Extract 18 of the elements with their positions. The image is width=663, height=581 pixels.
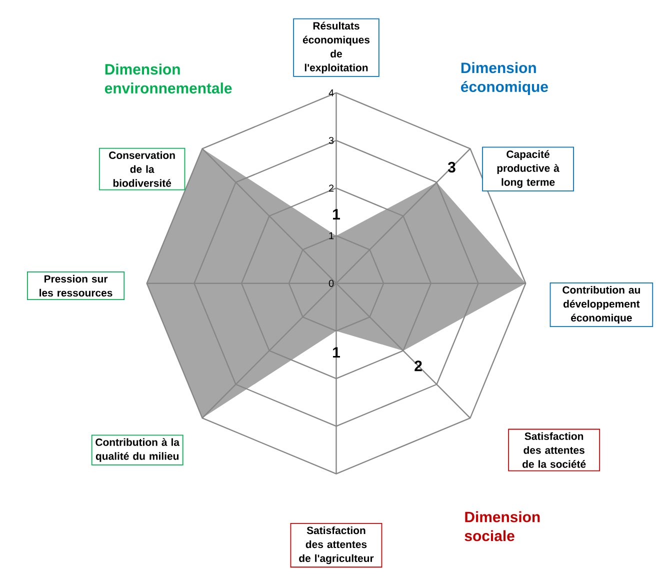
y-tick-label: 3 [328,136,334,144]
spoke-label: Résultats économiques de l'exploitation [302,22,370,74]
spoke-label: Contribution au développement économique [562,286,640,324]
data-label: 2 [414,360,422,372]
text: Dimension économique [461,62,548,95]
spoke-label: Capacité productive à long terme [497,150,560,188]
y-tick-label: 2 [329,184,334,192]
y-tick-label: 4 [328,89,334,96]
text: Dimension environnementale [104,64,232,94]
y-tick-label: 1 [329,232,334,240]
y-tick-label: 0 [328,280,334,287]
spoke-label: Contribution à la qualité du milieu [96,438,180,462]
text: Dimension sociale [464,511,540,542]
spoke-label: Satisfaction des attentes de l'agriculteur [299,526,374,564]
spoke-label: Pression sur les ressources [40,274,112,297]
spoke-label: Satisfaction des attentes de la société [522,432,586,468]
data-label: 3 [448,162,456,172]
spoke-label: Conservation de la biodiversité [109,151,175,187]
